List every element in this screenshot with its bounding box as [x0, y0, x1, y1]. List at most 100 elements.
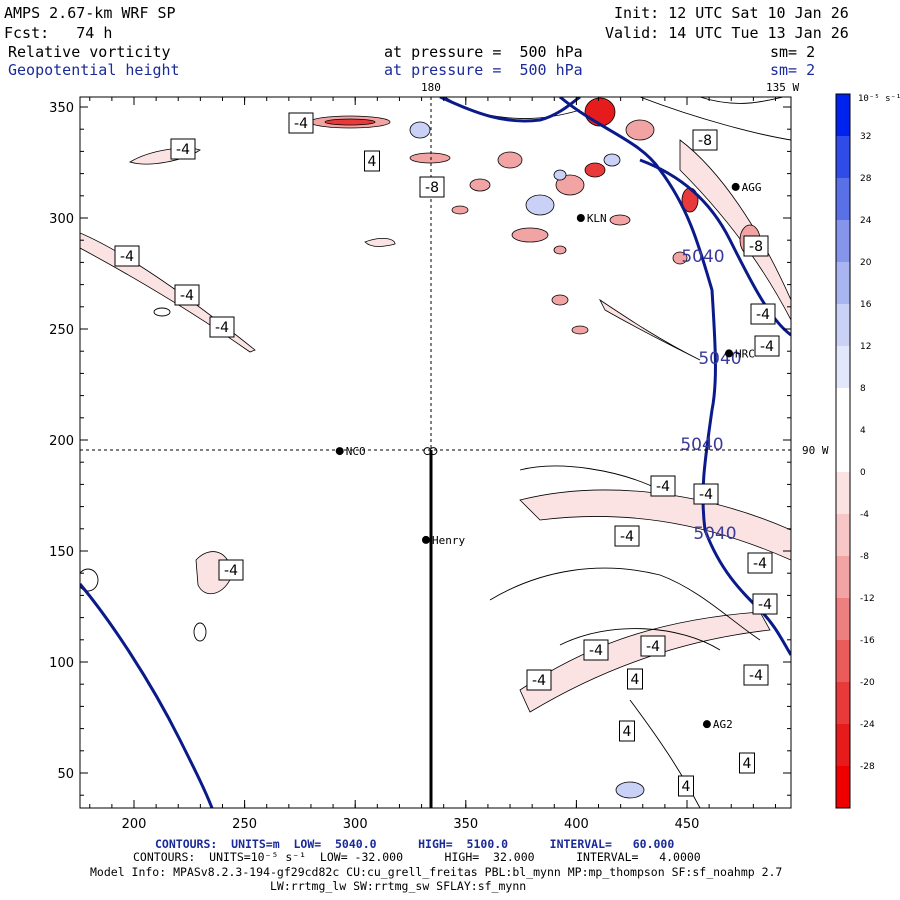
vort-label-box: [754, 335, 780, 357]
vort-label: -4: [215, 320, 229, 336]
colorbar-label: -4: [860, 510, 869, 520]
vort-label-box: [174, 284, 200, 306]
y-tick-label: 50: [57, 767, 74, 782]
vort-label-box: [752, 593, 778, 615]
colorbar-segment: [836, 430, 850, 473]
valid-time: Valid: 14 UTC Tue 13 Jan 26: [605, 24, 849, 42]
vort-label: -4: [620, 529, 634, 545]
station-label: AGG: [742, 181, 762, 194]
init-time: Init: 12 UTC Sat 10 Jan 26: [614, 4, 849, 22]
station-label: NCO: [346, 445, 366, 458]
vort-label-box: [739, 752, 755, 774]
colorbar-segment: [836, 598, 850, 641]
station-dot: [335, 447, 344, 456]
x-tick-label: 200: [122, 817, 147, 832]
colorbar-segment: [836, 682, 850, 725]
station-label: KLN: [587, 212, 607, 225]
colorbar-unit: 10⁻⁵ s⁻¹: [858, 94, 900, 104]
vort-label-box: [419, 176, 445, 198]
lon-label-top: 180: [421, 81, 441, 94]
y-tick-label: 250: [49, 323, 74, 338]
height-label: 5040: [681, 247, 724, 267]
x-tick-label: 400: [564, 817, 589, 832]
vort-label: -4: [294, 116, 308, 132]
station-dot: [725, 349, 734, 358]
colorbar-label: -12: [860, 594, 875, 604]
vort-label: -8: [425, 180, 439, 196]
vort-label-box: [650, 475, 676, 497]
footer-model-info-2: LW:rrtmg_lw SW:rrtmg_sw SFLAY:sf_mynn: [270, 879, 527, 893]
vort-label-box: [743, 235, 769, 257]
colorbar-segment: [836, 346, 850, 389]
colorbar-segment: [836, 136, 850, 179]
y-tick-label: 300: [49, 212, 74, 227]
colorbar-segment: [836, 514, 850, 557]
vort-label: 4: [743, 756, 752, 772]
colorbar-segment: [836, 766, 850, 809]
axis-ticks: 200 250 300 350 400 450 350 300 250 200 150 100 50: [49, 97, 791, 832]
vort-label: -8: [698, 133, 712, 149]
colorbar-label: 0: [860, 468, 866, 478]
colorbar-frame: [835, 93, 851, 809]
vort-label-box: [743, 664, 769, 686]
colorbar-segment: [836, 640, 850, 683]
colorbar-label: 24: [860, 216, 872, 226]
colorbar-label: -20: [860, 678, 875, 688]
map-frame: [79, 96, 792, 809]
field2-level: at pressure = 500 hPa: [384, 61, 583, 79]
colorbar-label: 12: [860, 342, 871, 352]
field2-name: Geopotential height: [8, 61, 180, 79]
footer-vort-contours: CONTOURS: UNITS=10⁻⁵ s⁻¹ LOW= -32.000 HI…: [133, 850, 701, 864]
vort-label: -4: [176, 142, 190, 158]
height-line-west: [80, 583, 214, 808]
vort-label-box: [114, 245, 140, 267]
vort-label-box: [218, 559, 244, 581]
vort-label-box: [619, 720, 635, 742]
colorbar-label: -24: [860, 720, 875, 730]
vort-label: 4: [682, 779, 691, 795]
vort-blob-3: [364, 238, 396, 247]
colorbar-label: 32: [860, 132, 871, 142]
station-markers: NCO Henry KLN AGG HRC AG2: [335, 181, 762, 731]
footer-height-contours: CONTOURS: UNITS=m LOW= 5040.0 HIGH= 5100…: [155, 837, 675, 851]
vort-label: -4: [760, 339, 774, 355]
vort-positive-region: [409, 121, 645, 799]
x-tick-label: 350: [453, 817, 478, 832]
colorbar-label: 16: [860, 300, 872, 310]
vort-label: -4: [646, 639, 660, 655]
height-label: 5040: [693, 524, 736, 544]
station-dot: [421, 535, 430, 544]
y-tick-label: 100: [49, 656, 74, 671]
x-tick-label: 450: [675, 817, 700, 832]
model-title: AMPS 2.67-km WRF SP: [4, 4, 176, 22]
vort-label: -4: [756, 307, 770, 323]
y-tick-label: 350: [49, 101, 74, 116]
vort-label: -4: [532, 673, 546, 689]
colorbar-segment: [836, 220, 850, 263]
station-dot: [576, 214, 585, 222]
vort-label-box: [640, 635, 666, 657]
station-label: HRC: [735, 347, 755, 360]
colorbar-segment: [836, 178, 850, 221]
vort-label-box: [583, 639, 609, 661]
field1-smoothing: sm= 2: [770, 43, 816, 61]
y-tick-label: 200: [49, 434, 74, 449]
vort-label: -4: [589, 643, 603, 659]
lon-label-right: 90 W: [802, 444, 829, 457]
height-label: 5040: [680, 435, 723, 455]
forecast-hour: Fcst: 74 h: [4, 24, 113, 42]
colorbar-label: -8: [860, 552, 869, 562]
station-dot: [731, 182, 740, 191]
colorbar-segment: [836, 262, 850, 305]
vort-label-box: [747, 552, 773, 574]
vort-label-box: [288, 112, 314, 134]
colorbar-segment: [836, 556, 850, 599]
cross-marker: [423, 447, 432, 456]
vort-label: 4: [631, 672, 640, 688]
colorbar-label: 28: [860, 174, 872, 184]
vort-label-box: [170, 138, 196, 160]
colorbar-label: -28: [860, 762, 875, 772]
station-dot: [702, 720, 711, 729]
colorbar-segment: [836, 304, 850, 347]
